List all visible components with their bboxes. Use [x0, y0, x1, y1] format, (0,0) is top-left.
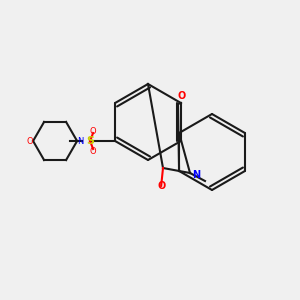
Text: O: O — [90, 146, 96, 155]
Text: S: S — [86, 136, 94, 146]
Text: N: N — [77, 136, 83, 146]
Text: O: O — [27, 136, 33, 146]
Text: O: O — [90, 127, 96, 136]
Text: N: N — [192, 170, 200, 180]
Text: O: O — [157, 181, 165, 191]
Text: O: O — [178, 91, 186, 101]
